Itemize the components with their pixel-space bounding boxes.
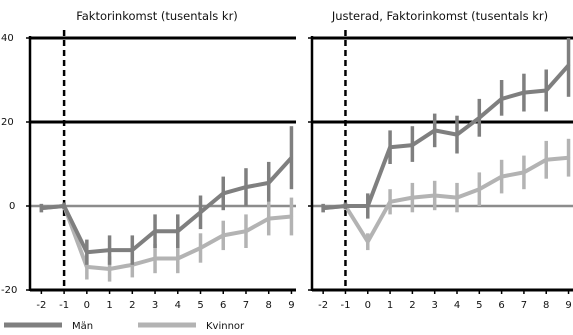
y-tick-label: 20 (1, 117, 14, 128)
data-point (244, 229, 248, 233)
data-point (85, 250, 89, 254)
data-point (130, 248, 134, 252)
y-axis-labels: 40 20 0 -20 (1, 33, 17, 296)
plot-area-right: -2 -1 0 1 2 3 4 5 6 7 8 9 (308, 30, 573, 311)
data-point (198, 210, 203, 214)
data-point (343, 204, 348, 208)
x-tick-label: 9 (288, 300, 294, 311)
data-point (477, 187, 481, 191)
data-point (455, 196, 459, 200)
x-tick-label: 4 (454, 300, 460, 311)
x-tick-label: 0 (84, 300, 90, 311)
data-point (522, 91, 526, 95)
x-tick-label: 6 (220, 300, 226, 311)
legend-label-woman: Kvinnor (206, 321, 245, 332)
panel-title-right: Justerad, Faktorinkomst (tusentals kr) (331, 9, 548, 23)
x-tick-label: 8 (543, 300, 549, 311)
x-tick-label: -2 (318, 300, 328, 311)
data-point (544, 158, 548, 162)
data-point (85, 265, 89, 269)
series-line (323, 63, 570, 211)
x-tick-label: 5 (197, 300, 203, 311)
data-point (388, 200, 392, 204)
x-tick-label: 1 (387, 300, 393, 311)
data-point (267, 181, 271, 185)
x-tick-label: 2 (129, 300, 135, 311)
data-point (410, 196, 414, 200)
data-point (366, 204, 370, 208)
data-point (221, 191, 225, 195)
panel-right: Justerad, Faktorinkomst (tusentals kr) -… (308, 9, 573, 311)
data-point (455, 133, 459, 137)
data-point (544, 88, 548, 93)
data-point (433, 193, 437, 198)
data-point (39, 206, 43, 210)
data-point (289, 156, 294, 160)
data-point (107, 248, 112, 252)
data-point (388, 145, 392, 149)
data-point (321, 206, 325, 210)
data-point (244, 185, 248, 189)
x-tick-label: 7 (521, 300, 527, 311)
data-point (566, 156, 571, 160)
x-tick-label: 3 (432, 300, 438, 311)
data-point (198, 246, 203, 250)
x-tick-label: -1 (340, 300, 350, 311)
data-point (566, 63, 571, 67)
data-point (433, 128, 437, 132)
panel-left: Faktorinkomst (tusentals kr) -2 -1 0 1 2 3 4 5 6… (26, 9, 296, 311)
panel-title-left: Faktorinkomst (tusentals kr) (76, 9, 238, 23)
x-tick-label: 7 (243, 300, 249, 311)
data-point (62, 204, 66, 208)
data-point (153, 256, 157, 261)
x-tick-label: 8 (266, 300, 272, 311)
plot-area-left: -2 -1 0 1 2 3 4 5 6 7 8 9 (26, 30, 296, 311)
series-line (323, 155, 569, 244)
data-point (366, 240, 370, 244)
data-point (522, 170, 526, 174)
x-tick-label: -2 (36, 300, 46, 311)
x-tick-label: -1 (59, 300, 69, 311)
y-tick-label: 0 (9, 201, 15, 212)
series-line (41, 156, 293, 255)
legend-label-man: Män (72, 321, 93, 332)
x-tick-label: 4 (175, 300, 181, 311)
data-point (289, 214, 294, 219)
data-point (477, 116, 481, 120)
x-tick-label: 3 (152, 300, 158, 311)
data-point (107, 267, 112, 271)
x-tick-label: 1 (106, 300, 112, 311)
x-tick-label: 5 (476, 300, 482, 311)
series-line (41, 204, 292, 271)
data-point (410, 143, 414, 147)
data-point (500, 97, 504, 101)
data-point (176, 256, 180, 261)
data-point (176, 229, 180, 233)
x-tick-label: 0 (365, 300, 371, 311)
data-point (221, 233, 225, 237)
legend: Män Kvinnor (4, 321, 245, 332)
x-tick-label: 2 (409, 300, 415, 311)
x-tick-label: 9 (565, 300, 571, 311)
y-tick-label: 40 (1, 33, 14, 44)
data-point (153, 229, 157, 233)
data-point (500, 175, 504, 179)
y-tick-label: -20 (1, 285, 17, 296)
data-point (267, 217, 271, 221)
x-tick-label: 6 (498, 300, 504, 311)
